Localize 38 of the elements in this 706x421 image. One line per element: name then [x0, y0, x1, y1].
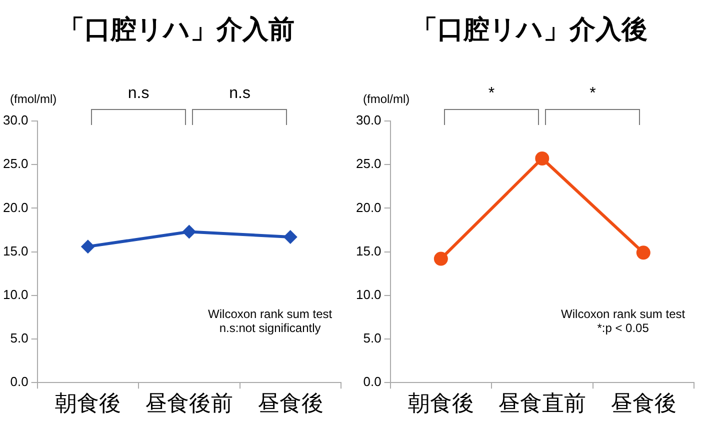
x-tick-label: 朝食後: [408, 392, 474, 417]
point: [283, 230, 298, 244]
point: [434, 252, 448, 266]
point: [535, 151, 550, 166]
y-tick-label: 30.0: [356, 112, 382, 128]
chart-title: 「口腔リハ」介入後: [410, 14, 648, 47]
y-tick-label: 10.0: [2, 286, 28, 302]
y-tick-label: 20.0: [2, 200, 28, 215]
x-tick-label: 昼食直前: [498, 392, 586, 417]
y-tick-label: 20.0: [356, 200, 382, 215]
point: [182, 224, 196, 239]
y-tick-label: 0.0: [363, 374, 382, 390]
annotation: *:p < 0.05: [596, 320, 650, 335]
x-tick-label: 昼食後前: [145, 392, 234, 417]
point: [636, 246, 650, 260]
y-axis-title: (fmol/ml): [10, 92, 57, 106]
y-tick-label: 30.0: [2, 112, 28, 128]
y-tick-label: 25.0: [2, 156, 28, 172]
x-tick-label: 昼食後: [257, 392, 324, 417]
y-tick-label: 15.0: [356, 243, 382, 258]
annotation: Wilcoxon rank sum test: [208, 306, 332, 321]
text: *: [488, 85, 495, 103]
text: n.s: [229, 85, 250, 103]
chart-title: 「口腔リハ」介入前: [58, 14, 296, 47]
annotation: n.s:not significantly: [218, 320, 322, 335]
y-tick-label: 10.0: [356, 286, 382, 302]
y-tick-label: 0.0: [10, 374, 28, 390]
y-tick-label: 5.0: [363, 330, 382, 346]
y-tick-label: 15.0: [2, 243, 28, 258]
text: *: [590, 85, 596, 103]
y-tick-label: 25.0: [356, 156, 382, 172]
annotation: Wilcoxon rank sum test: [561, 306, 686, 321]
y-axis-title: (fmol/ml): [363, 92, 410, 106]
x-tick-label: 朝食後: [54, 392, 121, 417]
point: [80, 240, 95, 254]
text: n.s: [128, 85, 150, 103]
y-tick-label: 5.0: [10, 330, 28, 346]
x-tick-label: 昼食後: [610, 392, 676, 417]
